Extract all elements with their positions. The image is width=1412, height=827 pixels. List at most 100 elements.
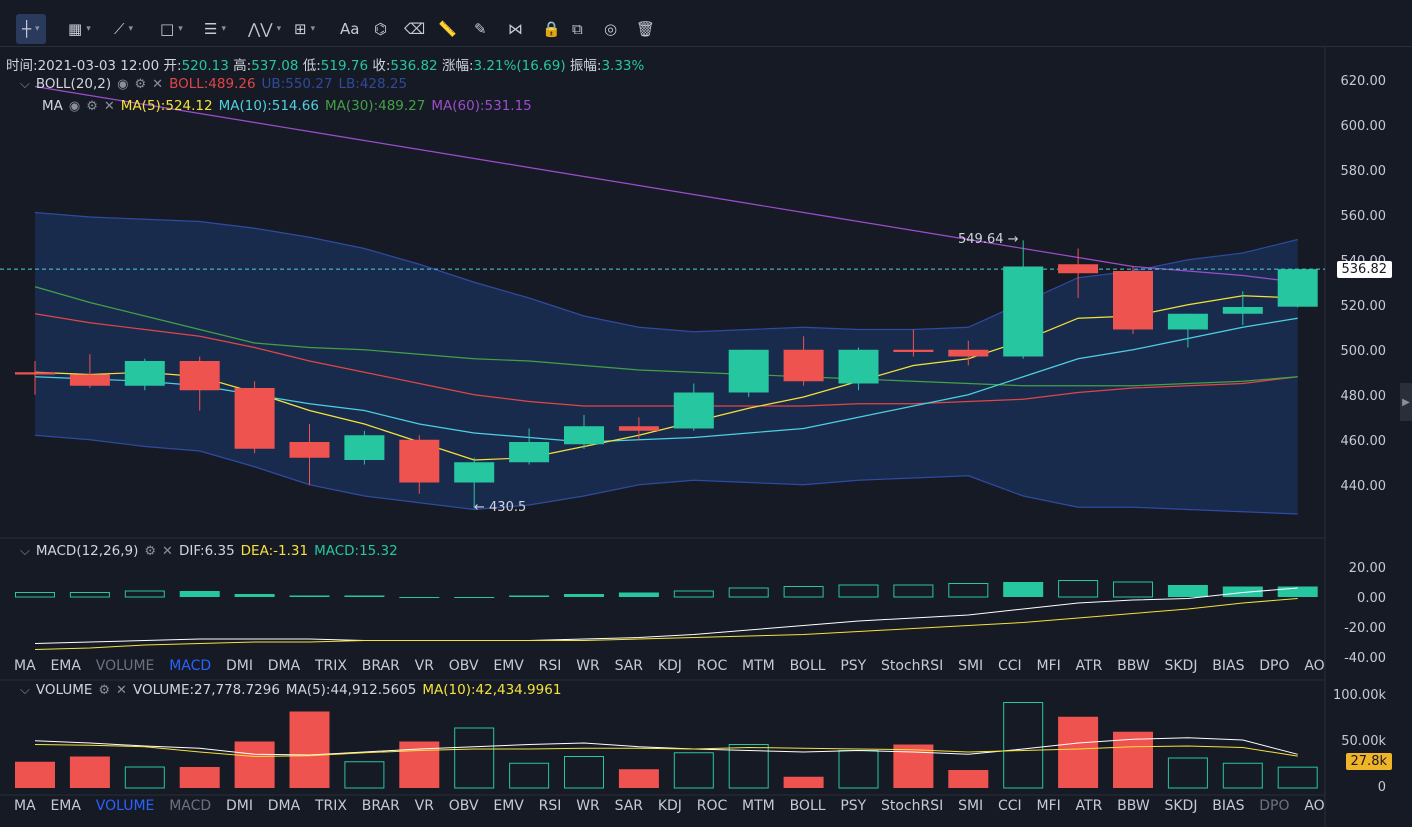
tab-roc[interactable]: ROC — [696, 658, 728, 674]
tab-emv[interactable]: EMV — [493, 798, 524, 814]
tab-dma[interactable]: DMA — [267, 658, 301, 674]
tab-stochrsi[interactable]: StochRSI — [881, 798, 944, 814]
tab-roc[interactable]: ROC — [696, 798, 728, 814]
tab-ema[interactable]: EMA — [50, 658, 81, 674]
lock-icon[interactable]: 🔒 — [542, 20, 561, 38]
settings-gear-icon[interactable]: ⚙ — [144, 543, 157, 559]
ma-name[interactable]: MA — [42, 98, 63, 114]
settings-gear-icon[interactable]: ⚙ — [98, 682, 111, 698]
trash-icon[interactable]: 🗑 — [636, 20, 656, 38]
tab-emv[interactable]: EMV — [493, 658, 524, 674]
boll-name[interactable]: BOLL(20,2) — [35, 76, 112, 92]
tab-skdj[interactable]: SKDJ — [1164, 658, 1198, 674]
close-icon[interactable]: ✕ — [103, 98, 115, 114]
tab-rsi[interactable]: RSI — [538, 798, 562, 814]
collapse-chevron-icon[interactable]: ⌵ — [20, 543, 30, 559]
tab-macd[interactable]: MACD — [169, 798, 212, 814]
tab-dma[interactable]: DMA — [267, 798, 301, 814]
tab-wr[interactable]: WR — [576, 798, 600, 814]
tab-ma[interactable]: MA — [14, 798, 36, 814]
tab-bias[interactable]: BIAS — [1212, 658, 1245, 674]
expand-panel-chevron-icon[interactable]: ▶ — [1400, 383, 1412, 421]
ruler-icon[interactable]: 📏 — [438, 20, 457, 38]
text-icon[interactable]: Aa — [340, 20, 360, 38]
tab-dpo[interactable]: DPO — [1259, 798, 1290, 814]
tab-atr[interactable]: ATR — [1075, 798, 1103, 814]
tab-obv[interactable]: OBV — [448, 658, 479, 674]
eraser-icon[interactable]: ⌫ — [404, 20, 426, 38]
tab-dmi[interactable]: DMI — [225, 798, 253, 814]
tab-trix[interactable]: TRIX — [314, 798, 347, 814]
tab-skdj[interactable]: SKDJ — [1164, 798, 1198, 814]
rectangle-icon[interactable]: □ ▾ — [160, 20, 183, 38]
tab-cci[interactable]: CCI — [998, 798, 1022, 814]
tab-ma[interactable]: MA — [14, 658, 36, 674]
macd-name[interactable]: MACD(12,26,9) — [35, 543, 139, 559]
tab-mtm[interactable]: MTM — [742, 798, 775, 814]
tab-cci[interactable]: CCI — [998, 658, 1022, 674]
pattern-icon[interactable]: ⌬ — [374, 20, 388, 38]
tab-brar[interactable]: BRAR — [361, 798, 400, 814]
volume-bar — [1167, 757, 1208, 789]
tab-brar[interactable]: BRAR — [361, 658, 400, 674]
tab-bias[interactable]: BIAS — [1212, 798, 1245, 814]
tab-trix[interactable]: TRIX — [314, 658, 347, 674]
trend-line-icon[interactable]: ⟋ ▾ — [114, 20, 134, 38]
tab-sar[interactable]: SAR — [614, 798, 644, 814]
copy-icon[interactable]: ⧉ — [572, 20, 583, 38]
tab-mfi[interactable]: MFI — [1036, 798, 1061, 814]
brush-icon[interactable]: ✎ — [474, 20, 487, 38]
tab-dmi[interactable]: DMI — [225, 658, 253, 674]
magnet-icon[interactable]: ⋈ — [508, 20, 523, 38]
tab-ao[interactable]: AO — [1304, 658, 1325, 674]
tab-wr[interactable]: WR — [576, 658, 600, 674]
tab-volume[interactable]: VOLUME — [95, 798, 155, 814]
tab-smi[interactable]: SMI — [958, 658, 984, 674]
tab-rsi[interactable]: RSI — [538, 658, 562, 674]
settings-gear-icon[interactable]: ⚙ — [134, 76, 147, 92]
tab-ao[interactable]: AO — [1304, 798, 1325, 814]
collapse-chevron-icon[interactable]: ⌵ — [20, 682, 30, 698]
volume-name[interactable]: VOLUME — [35, 682, 93, 698]
tab-dpo[interactable]: DPO — [1259, 658, 1290, 674]
tab-psy[interactable]: PSY — [840, 658, 867, 674]
tab-sar[interactable]: SAR — [614, 658, 644, 674]
close-icon[interactable]: ✕ — [162, 543, 173, 559]
crosshair-icon[interactable]: ┼ ▾ — [16, 14, 46, 44]
tab-mfi[interactable]: MFI — [1036, 658, 1061, 674]
tab-ema[interactable]: EMA — [50, 798, 81, 814]
chart-canvas[interactable] — [0, 46, 1412, 827]
tab-boll[interactable]: BOLL — [789, 658, 826, 674]
tab-psy[interactable]: PSY — [840, 798, 867, 814]
eye-icon[interactable]: ◉ — [117, 76, 129, 92]
tab-smi[interactable]: SMI — [958, 798, 984, 814]
settings-gear-icon[interactable]: ⚙ — [86, 98, 98, 114]
tab-vr[interactable]: VR — [414, 658, 434, 674]
bar-type-icon[interactable]: ▦ ▾ — [68, 20, 91, 38]
macd-bar — [69, 592, 110, 598]
close-icon[interactable]: ✕ — [116, 682, 127, 698]
wave-icon[interactable]: ⋀⋁ ▾ — [248, 20, 282, 38]
tab-bbw[interactable]: BBW — [1117, 798, 1150, 814]
tab-bbw[interactable]: BBW — [1117, 658, 1150, 674]
tab-obv[interactable]: OBV — [448, 798, 479, 814]
tab-atr[interactable]: ATR — [1075, 658, 1103, 674]
tab-kdj[interactable]: KDJ — [657, 658, 682, 674]
macd-bar — [1167, 585, 1208, 597]
collapse-chevron-icon[interactable]: ⌵ — [20, 76, 30, 92]
close-icon[interactable]: ✕ — [152, 76, 164, 92]
candle-body — [1003, 266, 1044, 357]
tab-boll[interactable]: BOLL — [789, 798, 826, 814]
candle-body — [893, 349, 934, 352]
eye-icon[interactable]: ◉ — [68, 98, 81, 114]
measure-icon[interactable]: ⊞ ▾ — [294, 20, 316, 38]
chart-area[interactable] — [0, 46, 1412, 827]
visibility-icon[interactable]: ◎ — [604, 20, 618, 38]
tab-volume[interactable]: VOLUME — [95, 658, 155, 674]
tab-vr[interactable]: VR — [414, 798, 434, 814]
tab-mtm[interactable]: MTM — [742, 658, 775, 674]
fib-icon[interactable]: ☰ ▾ — [204, 20, 226, 38]
tab-stochrsi[interactable]: StochRSI — [881, 658, 944, 674]
tab-macd[interactable]: MACD — [169, 658, 212, 674]
tab-kdj[interactable]: KDJ — [657, 798, 682, 814]
